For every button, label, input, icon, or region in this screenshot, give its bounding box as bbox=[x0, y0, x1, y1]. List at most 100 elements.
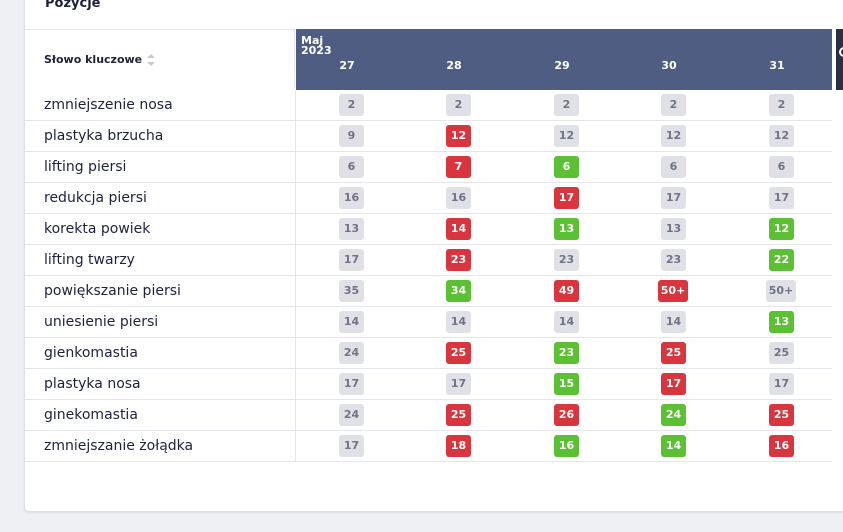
column-divider bbox=[295, 245, 296, 276]
column-divider bbox=[295, 307, 296, 338]
position-badge: 12 bbox=[769, 125, 794, 147]
column-divider bbox=[295, 214, 296, 245]
position-badge: 25 bbox=[769, 342, 794, 364]
position-badge: 14 bbox=[446, 218, 471, 240]
position-badge: 22 bbox=[769, 249, 794, 271]
position-badge: 25 bbox=[661, 342, 686, 364]
position-badge: 17 bbox=[554, 187, 579, 209]
position-badge: 34 bbox=[446, 280, 471, 302]
table-row: zmniejszenie nosa 2 2 2 2 2 bbox=[25, 90, 832, 121]
position-badge: 13 bbox=[769, 311, 794, 333]
day-header: 27 bbox=[339, 59, 355, 72]
date-header: Maj 2023 27 28 29 30 31 bbox=[296, 29, 832, 90]
position-badge: 16 bbox=[769, 435, 794, 457]
position-badge: 23 bbox=[661, 249, 686, 271]
position-badge: 24 bbox=[661, 404, 686, 426]
month-name: Maj bbox=[301, 34, 324, 47]
column-divider bbox=[295, 369, 296, 400]
position-badge: 23 bbox=[446, 249, 471, 271]
keyword-label: redukcja piersi bbox=[44, 190, 147, 206]
table-row: plastyka nosa 17 17 15 17 17 bbox=[25, 369, 832, 400]
keyword-label: zmniejszenie nosa bbox=[44, 97, 173, 113]
table-row: lifting twarzy 17 23 23 23 22 bbox=[25, 245, 832, 276]
table-row: redukcja piersi 16 16 17 17 17 bbox=[25, 183, 832, 214]
column-divider bbox=[295, 276, 296, 307]
position-badge: 14 bbox=[554, 311, 579, 333]
keyword-label: plastyka nosa bbox=[44, 376, 141, 392]
keyword-label: powiększanie piersi bbox=[44, 283, 181, 299]
table-row: lifting piersi 6 7 6 6 6 bbox=[25, 152, 832, 183]
table-row: powiększanie piersi 35 34 49 50+ 50+ bbox=[25, 276, 832, 307]
position-badge: 12 bbox=[554, 125, 579, 147]
column-divider bbox=[295, 400, 296, 431]
day-header: 31 bbox=[769, 59, 785, 72]
keyword-label: gienkomastia bbox=[44, 345, 138, 361]
position-badge: 12 bbox=[661, 125, 686, 147]
day-header: 29 bbox=[554, 59, 570, 72]
column-divider bbox=[295, 121, 296, 152]
keyword-label: korekta powiek bbox=[44, 221, 151, 237]
position-badge: 24 bbox=[339, 342, 364, 364]
position-badge: 14 bbox=[661, 311, 686, 333]
position-badge: 2 bbox=[339, 94, 364, 116]
position-badge: 2 bbox=[661, 94, 686, 116]
section-title: Pozycje bbox=[45, 0, 101, 11]
column-divider bbox=[295, 431, 296, 462]
position-badge: 17 bbox=[769, 187, 794, 209]
position-badge: 17 bbox=[661, 373, 686, 395]
position-badge: 12 bbox=[769, 218, 794, 240]
position-badge: 16 bbox=[554, 435, 579, 457]
month-label: Maj 2023 bbox=[301, 34, 332, 56]
column-divider bbox=[295, 90, 296, 121]
sort-icon[interactable] bbox=[147, 53, 156, 66]
position-badge: 13 bbox=[661, 218, 686, 240]
position-badge: 13 bbox=[554, 218, 579, 240]
table-row: plastyka brzucha 9 12 12 12 12 bbox=[25, 121, 832, 152]
position-badge: 6 bbox=[339, 156, 364, 178]
position-badge: 6 bbox=[769, 156, 794, 178]
position-badge: 24 bbox=[339, 404, 364, 426]
position-badge: 50+ bbox=[766, 280, 796, 302]
keyword-label: lifting piersi bbox=[44, 159, 127, 175]
table-row: gienkomastia 24 25 23 25 25 bbox=[25, 338, 832, 369]
position-badge: 17 bbox=[339, 249, 364, 271]
position-badge: 13 bbox=[339, 218, 364, 240]
position-badge: 2 bbox=[446, 94, 471, 116]
position-badge: 23 bbox=[554, 342, 579, 364]
position-badge: 17 bbox=[661, 187, 686, 209]
position-badge: 9 bbox=[339, 125, 364, 147]
position-badge: 14 bbox=[339, 311, 364, 333]
position-badge: 23 bbox=[554, 249, 579, 271]
keyword-header-label: Słowo kluczowe bbox=[44, 53, 143, 66]
keyword-label: ginekomastia bbox=[44, 407, 138, 423]
position-badge: 17 bbox=[339, 373, 364, 395]
position-badge: 17 bbox=[339, 435, 364, 457]
keyword-table-body: zmniejszenie nosa 2 2 2 2 2 plastyka brzucha 9 1… bbox=[25, 90, 832, 462]
position-badge: 2 bbox=[554, 94, 579, 116]
position-badge: 6 bbox=[661, 156, 686, 178]
position-badge: 25 bbox=[769, 404, 794, 426]
position-badge: 12 bbox=[446, 125, 471, 147]
position-badge: 17 bbox=[446, 373, 471, 395]
day-header: 28 bbox=[446, 59, 462, 72]
position-badge: 50+ bbox=[658, 280, 688, 302]
position-badge: 25 bbox=[446, 342, 471, 364]
position-badge: 16 bbox=[339, 187, 364, 209]
keyword-label: lifting twarzy bbox=[44, 252, 135, 268]
table-row: zmniejszanie żołądka 17 18 16 14 16 bbox=[25, 431, 832, 462]
position-badge: 26 bbox=[554, 404, 579, 426]
positions-card: Pozycje Słowo kluczowe Maj 2023 27 28 29… bbox=[24, 0, 843, 512]
position-badge: 2 bbox=[769, 94, 794, 116]
keyword-column-header[interactable]: Słowo kluczowe bbox=[25, 29, 295, 89]
position-badge: 14 bbox=[446, 311, 471, 333]
column-divider bbox=[295, 183, 296, 214]
keyword-label: uniesienie piersi bbox=[44, 314, 159, 330]
next-dates-button[interactable] bbox=[836, 29, 843, 90]
position-badge: 14 bbox=[661, 435, 686, 457]
position-badge: 6 bbox=[554, 156, 579, 178]
keyword-label: zmniejszanie żołądka bbox=[44, 438, 194, 454]
day-header: 30 bbox=[661, 59, 677, 72]
position-badge: 49 bbox=[554, 280, 579, 302]
keyword-label: plastyka brzucha bbox=[44, 128, 164, 144]
position-badge: 16 bbox=[446, 187, 471, 209]
